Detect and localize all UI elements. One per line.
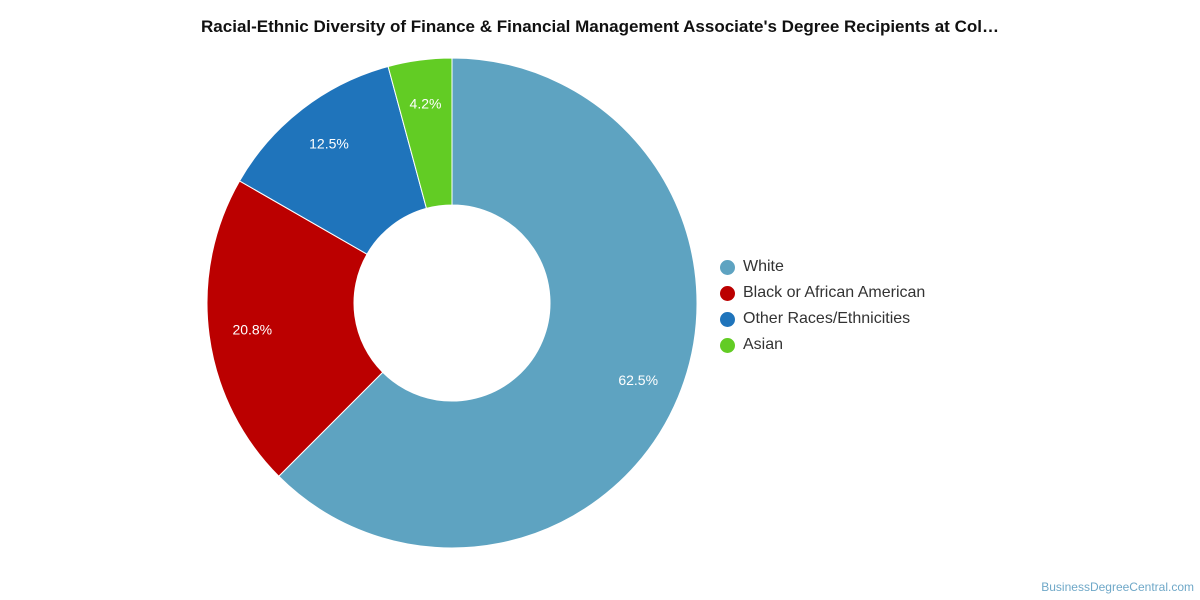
slices-layer [206,57,698,549]
legend-swatch-icon [720,311,735,327]
slice-labels-layer: 62.5% 20.8% 12.5% 4.2% [232,95,658,388]
slice-value-label: 4.2% [410,95,442,111]
legend-item[interactable]: Black or African American [720,280,925,306]
slice-black-or-african-american[interactable] [206,180,384,477]
slice-value-label: 20.8% [232,322,272,338]
slice-other-races-ethnicities[interactable] [238,65,428,255]
legend: White Black or African American Other Race… [720,254,925,358]
slice-asian[interactable] [387,57,453,210]
source-credit[interactable]: BusinessDegreeCentral.com [1041,580,1194,594]
legend-item[interactable]: Asian [720,332,925,358]
legend-label: Other Races/Ethnicities [743,310,911,327]
legend-label: Asian [743,336,784,353]
legend-item[interactable]: Other Races/Ethnicities [720,306,925,332]
legend-label: Black or African American [743,284,926,301]
slice-white[interactable] [278,57,698,549]
slice-value-label: 12.5% [309,135,349,151]
legend-swatch-icon [720,285,735,301]
slice-value-label: 62.5% [618,372,658,388]
legend-label: White [743,258,784,275]
chart-title: Racial-Ethnic Diversity of Finance & Fin… [201,17,999,36]
legend-item[interactable]: White [720,254,925,280]
legend-swatch-icon [720,337,735,353]
legend-swatch-icon [720,259,735,275]
